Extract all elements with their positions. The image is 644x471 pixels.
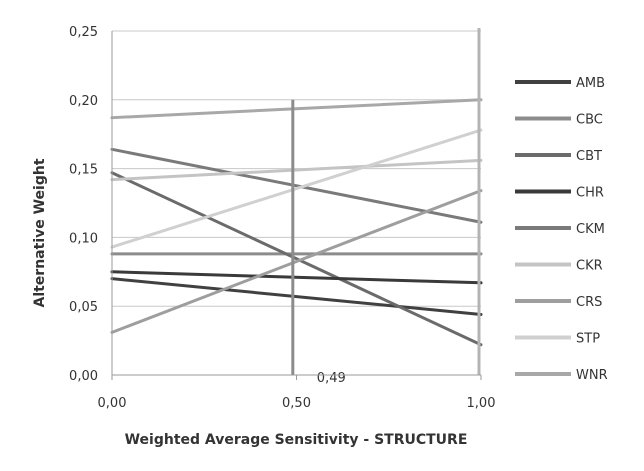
- x-tick-label: 0,50: [282, 396, 311, 411]
- series-line-amb: [110, 277, 483, 316]
- y-tick-label: 0,25: [69, 25, 98, 40]
- marker-value-label: 0,49: [317, 371, 346, 386]
- legend-label-stp: STP: [576, 332, 600, 347]
- series-line-chr: [110, 270, 483, 285]
- legend-label-cbc: CBC: [576, 113, 603, 128]
- series-line-ckr: [110, 158, 483, 182]
- series-lines: [110, 98, 483, 347]
- x-tick-label: 1,00: [467, 396, 496, 411]
- series-line-wnr: [110, 98, 483, 120]
- series-line-stp: [110, 128, 483, 249]
- y-tick-label: 0,10: [69, 231, 98, 246]
- legend-label-chr: CHR: [576, 186, 604, 201]
- legend-label-crs: CRS: [576, 295, 602, 310]
- x-axis-title: Weighted Average Sensitivity - STRUCTURE: [125, 432, 468, 448]
- sensitivity-marker: 0,49: [291, 28, 481, 386]
- legend-label-ckr: CKR: [576, 259, 603, 274]
- series-line-crs: [110, 189, 483, 334]
- legend-label-amb: AMB: [576, 76, 605, 91]
- y-tick-label: 0,20: [69, 94, 98, 109]
- y-tick-label: 0,00: [69, 369, 98, 384]
- legend-label-ckm: CKM: [576, 222, 605, 237]
- x-tick-label: 0,00: [98, 396, 127, 411]
- gridlines: [112, 30, 481, 376]
- axes: 0,00 0,05 0,10 0,15 0,20 0,25 0,00 0,50 1,00: [69, 25, 495, 411]
- series-line-ckm: [110, 147, 483, 224]
- y-tick-label: 0,05: [69, 300, 98, 315]
- y-tick-label: 0,15: [69, 163, 98, 178]
- series-line-cbt: [110, 171, 483, 347]
- legend: AMB CBC CBT CHR CKM CKR CRS STP WNR: [515, 76, 608, 383]
- y-axis-title: Alternative Weight: [32, 158, 48, 307]
- legend-label-cbt: CBT: [576, 149, 602, 164]
- legend-label-wnr: WNR: [576, 368, 608, 383]
